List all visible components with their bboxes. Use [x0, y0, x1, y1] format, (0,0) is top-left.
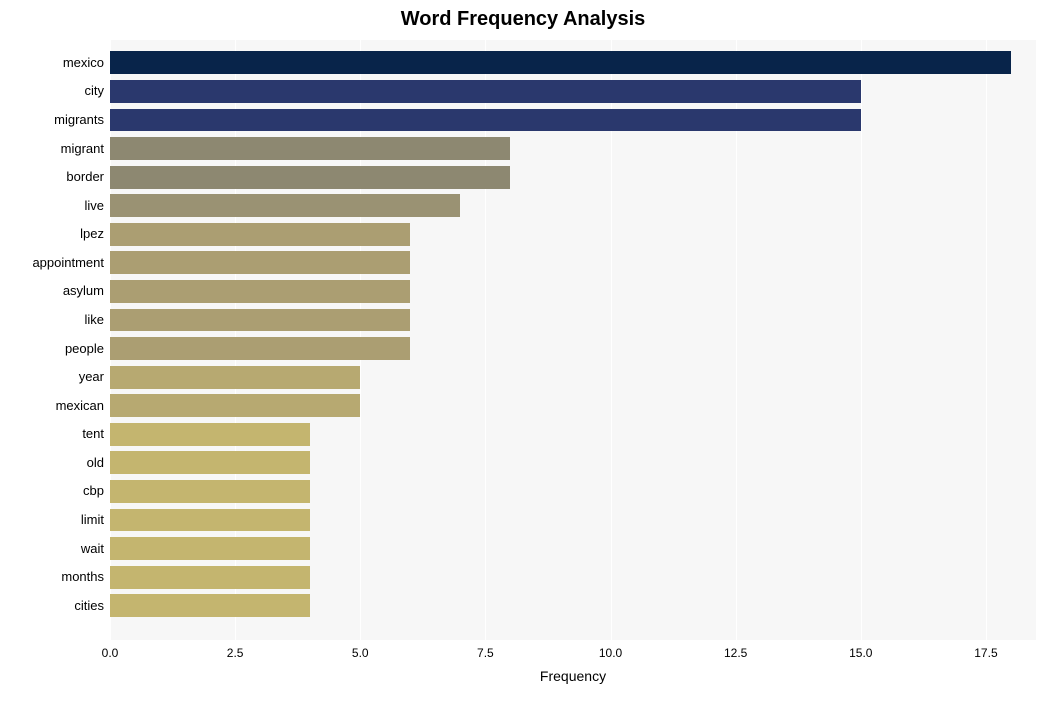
y-tick-label: year	[79, 369, 104, 384]
bar	[110, 194, 460, 217]
bar	[110, 594, 310, 617]
bar	[110, 394, 360, 417]
bar	[110, 509, 310, 532]
y-tick-label: city	[85, 83, 105, 98]
x-tick-label: 15.0	[849, 646, 872, 660]
bar	[110, 566, 310, 589]
bar	[110, 480, 310, 503]
y-tick-label: mexico	[63, 55, 104, 70]
bar	[110, 337, 410, 360]
y-tick-label: migrants	[54, 112, 104, 127]
x-tick-label: 0.0	[102, 646, 119, 660]
bar	[110, 223, 410, 246]
bar	[110, 166, 510, 189]
y-tick-label: border	[66, 169, 104, 184]
x-tick-label: 7.5	[477, 646, 494, 660]
bar	[110, 280, 410, 303]
chart-title: Word Frequency Analysis	[0, 8, 1046, 31]
y-tick-label: limit	[81, 512, 104, 527]
y-tick-label: months	[61, 569, 104, 584]
grid-line	[986, 40, 987, 640]
bar	[110, 80, 861, 103]
y-tick-label: cities	[74, 598, 104, 613]
x-tick-label: 10.0	[599, 646, 622, 660]
bar	[110, 251, 410, 274]
bar	[110, 309, 410, 332]
y-tick-label: people	[65, 341, 104, 356]
plot-area	[110, 40, 1036, 640]
y-tick-label: lpez	[80, 226, 104, 241]
grid-line	[861, 40, 862, 640]
y-tick-label: live	[84, 198, 104, 213]
y-tick-label: migrant	[61, 141, 104, 156]
y-tick-label: old	[87, 455, 104, 470]
bar	[110, 109, 861, 132]
x-tick-label: 17.5	[974, 646, 997, 660]
bar	[110, 366, 360, 389]
y-tick-label: wait	[81, 541, 104, 556]
bar	[110, 423, 310, 446]
x-tick-label: 5.0	[352, 646, 369, 660]
y-tick-label: mexican	[56, 398, 104, 413]
y-tick-label: tent	[82, 426, 104, 441]
bar	[110, 537, 310, 560]
x-axis-label: Frequency	[110, 668, 1036, 684]
y-tick-label: cbp	[83, 483, 104, 498]
chart-container: Word Frequency Analysis Frequency 0.0 2.5…	[0, 0, 1046, 701]
x-tick-label: 12.5	[724, 646, 747, 660]
y-tick-label: appointment	[32, 255, 104, 270]
bar	[110, 51, 1011, 74]
bar	[110, 137, 510, 160]
bar	[110, 451, 310, 474]
y-tick-label: asylum	[63, 283, 104, 298]
y-tick-label: like	[84, 312, 104, 327]
x-tick-label: 2.5	[227, 646, 244, 660]
